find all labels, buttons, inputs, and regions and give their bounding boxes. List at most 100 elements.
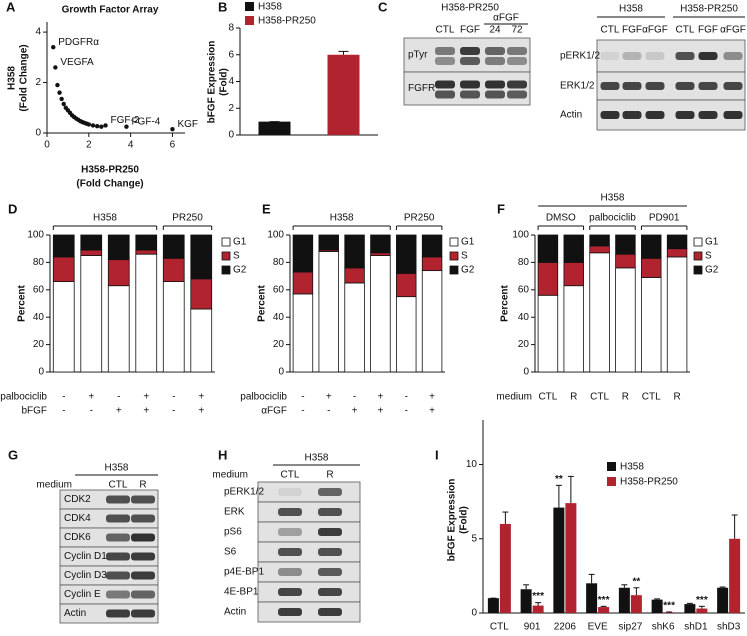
row-value: - <box>172 406 175 417</box>
row-value: + <box>143 406 149 417</box>
y-tick-label: 2 <box>228 103 234 114</box>
band <box>131 571 155 580</box>
band <box>485 47 505 55</box>
band <box>723 111 743 119</box>
blot <box>257 501 361 523</box>
row-value: CTL <box>538 392 557 403</box>
row-label: medium <box>496 392 532 403</box>
significance: ** <box>555 474 563 485</box>
y-axis-label: Percent <box>500 284 511 321</box>
band <box>435 80 455 89</box>
band <box>507 57 527 65</box>
y-axis-label: bFGF Expression <box>447 479 458 562</box>
y-tick-label: 0 <box>228 130 234 141</box>
legend-label: S <box>233 251 240 262</box>
lane-label: FGF <box>698 25 718 36</box>
y-tick-label: 4 <box>35 27 41 38</box>
panel-letter: I <box>435 447 439 462</box>
point <box>170 127 175 132</box>
y-tick-label: 60 <box>273 284 285 295</box>
band <box>600 111 620 119</box>
bar-segment <box>396 296 417 373</box>
bar-segment <box>370 252 391 256</box>
y-tick-label: 80 <box>33 257 45 268</box>
point <box>99 124 104 129</box>
row-label: pERK1/2 <box>224 487 264 498</box>
band <box>507 47 527 55</box>
bar-segment <box>52 234 75 258</box>
bar-segment <box>344 234 365 269</box>
y-tick-label: 100 <box>512 230 529 241</box>
band <box>435 90 455 99</box>
legend-label: G1 <box>705 237 719 248</box>
x-tick-label: 2 <box>86 140 92 151</box>
legend-swatch <box>607 462 616 471</box>
bar-segment <box>641 277 662 373</box>
band <box>485 80 505 89</box>
legend-swatch <box>221 265 231 275</box>
significance: ** <box>632 576 640 587</box>
header-label: H358 <box>105 463 129 474</box>
band <box>278 588 302 596</box>
band <box>278 548 302 556</box>
bar-segment <box>190 308 213 373</box>
row-value: - <box>301 392 304 403</box>
x-tick-label: sip27 <box>618 622 642 633</box>
row-value: + <box>116 406 122 417</box>
band <box>507 80 527 89</box>
x-tick-label: 0 <box>44 140 50 151</box>
row-value: - <box>405 392 408 403</box>
header-label: H358 <box>305 453 329 464</box>
row-label: S6 <box>224 547 237 558</box>
bar-segment <box>190 234 213 280</box>
bar-segment <box>135 253 158 373</box>
y-tick-label: 60 <box>33 284 45 295</box>
bar-segment <box>80 234 103 251</box>
bar-segment <box>370 234 391 254</box>
point-label: KGF <box>177 119 198 130</box>
band <box>485 57 505 65</box>
legend-label: S <box>461 251 468 262</box>
band <box>485 90 505 99</box>
blot <box>257 521 361 543</box>
legend-label: G2 <box>233 265 247 276</box>
legend-swatch <box>221 237 231 247</box>
bar-segment <box>421 234 443 258</box>
bar-segment <box>666 256 688 373</box>
point <box>86 122 92 127</box>
band <box>622 52 642 60</box>
row-value: - <box>90 406 93 417</box>
row-label: Actin <box>560 110 582 121</box>
row-value: + <box>352 406 358 417</box>
legend-label: G1 <box>233 237 247 248</box>
y-tick-label: 4 <box>228 76 234 87</box>
band <box>131 609 155 618</box>
bar <box>553 507 565 613</box>
row-value: + <box>429 406 435 417</box>
group-label: H358-PR250 <box>680 4 738 15</box>
lane-label: FGF <box>460 25 480 36</box>
y-tick-label: 6 <box>228 49 234 60</box>
bar-segment <box>396 234 417 274</box>
band <box>645 52 665 60</box>
point <box>59 96 64 102</box>
bar-segment <box>318 234 339 251</box>
lane-label: αFGF <box>720 25 746 36</box>
x-tick-label: 2206 <box>554 622 577 633</box>
y-tick-label: 100 <box>267 230 284 241</box>
band <box>131 514 155 523</box>
panel-letter: A <box>6 0 16 14</box>
legend-swatch <box>449 265 459 275</box>
band <box>622 82 642 90</box>
bar-segment <box>589 252 610 373</box>
band <box>723 52 743 60</box>
band <box>675 111 695 119</box>
bar <box>499 523 511 613</box>
panel-letter: C <box>378 0 388 14</box>
band <box>318 548 342 556</box>
y-axis-label: (Fold Change) <box>19 44 30 111</box>
band <box>460 90 480 99</box>
bar-segment <box>615 267 636 373</box>
legend-swatch <box>693 265 703 275</box>
